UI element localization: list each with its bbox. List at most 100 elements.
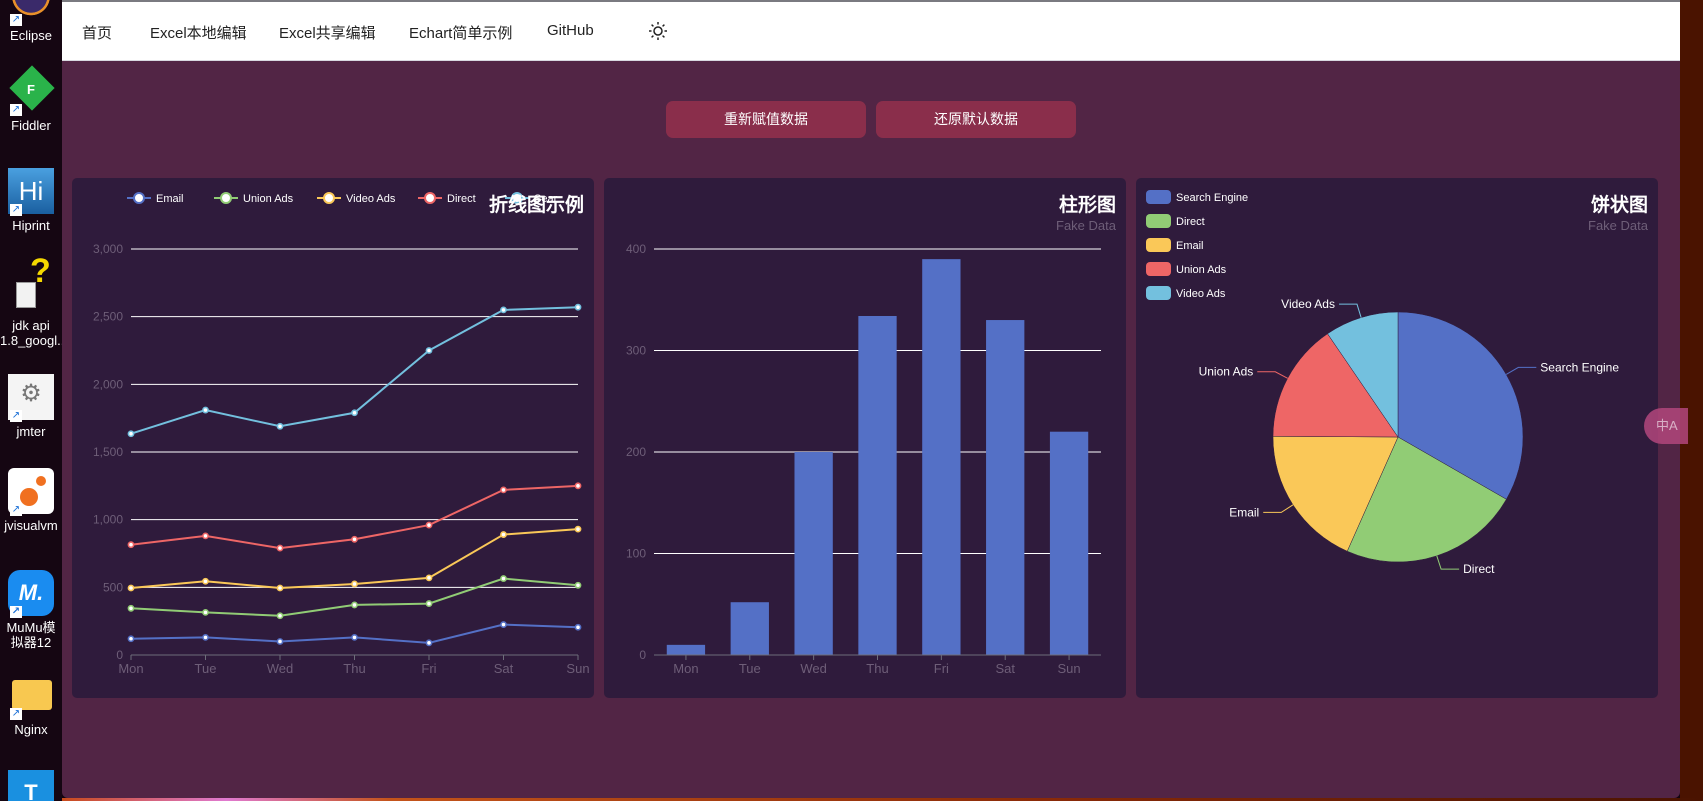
nav-item-github[interactable]: GitHub [547, 22, 594, 39]
desktop-icon-jmter[interactable]: ⚙ ↗ jmter [0, 374, 62, 439]
data-point[interactable] [425, 347, 433, 354]
desktop-icon-label: jvisualvm [4, 518, 58, 533]
data-point[interactable] [127, 541, 135, 549]
restore-default-data-button[interactable]: 还原默认数据 [876, 101, 1076, 138]
bar-chart[interactable]: 0 100 200 300 400 Mon Tue Wed Thu Fri Sat Sun [604, 178, 1126, 698]
y-tick-label: 400 [626, 242, 646, 256]
x-tick-label: Fri [421, 661, 436, 676]
data-point[interactable] [351, 409, 358, 417]
bar[interactable] [794, 452, 833, 655]
pie-slice[interactable] [1327, 311, 1399, 438]
desktop-icon-nginx[interactable]: ↗ Nginx [0, 672, 62, 737]
data-point[interactable] [276, 584, 284, 592]
bar-chart-card: 0 100 200 300 400 Mon Tue Wed Thu Fri Sat Sun 柱形图 F… [604, 178, 1126, 698]
data-point[interactable] [574, 482, 582, 490]
nav-item-home[interactable]: 首页 [82, 25, 113, 42]
pie-slice[interactable] [1397, 311, 1524, 500]
desktop-icon-label: Fiddler [11, 118, 51, 133]
data-point[interactable] [276, 612, 284, 620]
pie-chart-title: 饼状图 [1590, 195, 1648, 216]
desktop-icon-text-editor[interactable]: T [0, 770, 62, 801]
theme-toggle-button[interactable] [648, 21, 668, 41]
bar[interactable] [1049, 431, 1089, 655]
line-chart-card: 0 500 1,000 1,500 2,000 2,500 3,000 Mon Tue Wed Th… [72, 178, 594, 698]
data-point[interactable] [500, 486, 507, 494]
data-point[interactable] [425, 600, 433, 607]
data-point[interactable] [500, 531, 507, 538]
x-tick-label: Fri [934, 661, 949, 676]
legend-item[interactable]: Sear [505, 192, 558, 205]
desktop-icon-jvisualvm[interactable]: ↗ jvisualvm [0, 468, 62, 533]
data-point[interactable] [351, 601, 358, 609]
jvisualvm-icon: ↗ [8, 468, 54, 516]
y-tick-label: 0 [116, 648, 123, 662]
svg-text:Sear: Sear [534, 193, 558, 205]
pie-slice-label: Union Ads [1199, 365, 1254, 379]
data-point[interactable] [574, 525, 582, 533]
data-point[interactable] [500, 306, 507, 314]
shortcut-arrow-icon: ↗ [10, 504, 22, 516]
legend-item[interactable]: Union Ads [1146, 262, 1227, 276]
data-point[interactable] [127, 430, 135, 438]
data-point[interactable] [276, 422, 284, 430]
pie-chart[interactable]: Search Engine Direct Email Union Ads Video A… [1136, 178, 1658, 698]
data-point[interactable] [425, 639, 433, 647]
y-tick-label: 200 [626, 445, 646, 459]
desktop-icon-label: Hiprint [12, 218, 50, 233]
legend-item[interactable]: Video Ads [317, 192, 396, 205]
data-point[interactable] [574, 303, 582, 311]
desktop-icon-jdk-api[interactable]: ? jdk api 1.8_googl... [0, 254, 68, 348]
reassign-data-button[interactable]: 重新赋值数据 [666, 101, 866, 138]
line-chart[interactable]: 0 500 1,000 1,500 2,000 2,500 3,000 Mon Tue Wed Th… [72, 178, 594, 698]
nav-item-excel-shared[interactable]: Excel共享编辑 [279, 25, 376, 42]
translate-button[interactable]: 中A [1644, 408, 1688, 444]
pie-slice-label: Direct [1463, 562, 1495, 576]
data-point[interactable] [127, 604, 135, 612]
legend-item[interactable]: Direct [1146, 214, 1205, 228]
data-point[interactable] [425, 521, 433, 529]
bar[interactable] [858, 315, 897, 655]
data-point[interactable] [202, 577, 209, 585]
y-tick-label: 1,500 [93, 445, 123, 459]
label-leader-line [1436, 555, 1460, 570]
bar[interactable] [666, 644, 706, 655]
data-point[interactable] [425, 574, 433, 582]
data-point[interactable] [351, 580, 358, 588]
data-point[interactable] [202, 532, 209, 540]
data-point[interactable] [276, 638, 284, 645]
data-point[interactable] [202, 608, 209, 616]
nav-item-excel-local[interactable]: Excel本地编辑 [150, 25, 247, 42]
desktop-icon-fiddler[interactable]: F ↗ Fiddler [0, 65, 62, 133]
svg-text:Video Ads: Video Ads [346, 193, 396, 205]
desktop-icon-eclipse[interactable]: ↗ Eclipse [0, 0, 62, 43]
legend-item[interactable]: Search Engine [1146, 190, 1248, 204]
data-point[interactable] [127, 635, 135, 643]
legend-item[interactable]: Union Ads [214, 192, 294, 205]
pie-slice[interactable] [1272, 333, 1399, 438]
bar[interactable] [986, 320, 1025, 655]
x-tick-label: Thu [343, 661, 365, 676]
nav-item-echart-demo[interactable]: Echart简单示例 [409, 25, 513, 42]
data-point[interactable] [500, 621, 507, 628]
legend-item[interactable]: Direct [418, 192, 476, 205]
data-point[interactable] [351, 634, 358, 641]
data-point[interactable] [500, 575, 507, 582]
data-point[interactable] [202, 634, 209, 641]
desktop-icon-label: Eclipse [10, 28, 52, 43]
data-point[interactable] [276, 544, 284, 552]
data-point[interactable] [127, 584, 135, 592]
legend-item[interactable]: Email [1146, 238, 1204, 252]
desktop-icon-mumu[interactable]: M. ↗ MuMu模拟器12 [0, 570, 62, 650]
y-tick-label: 3,000 [93, 242, 123, 256]
bar[interactable] [922, 259, 961, 655]
x-tick-label: Sun [566, 661, 589, 676]
data-point[interactable] [574, 623, 582, 631]
text-editor-icon: T [8, 770, 54, 801]
legend-item[interactable]: Email [127, 192, 184, 205]
legend-item[interactable]: Video Ads [1146, 286, 1226, 300]
desktop-icon-hiprint[interactable]: Hi ↗ Hiprint [0, 168, 62, 233]
data-point[interactable] [351, 535, 358, 543]
data-point[interactable] [574, 581, 582, 589]
bar[interactable] [730, 602, 769, 655]
data-point[interactable] [202, 406, 209, 414]
